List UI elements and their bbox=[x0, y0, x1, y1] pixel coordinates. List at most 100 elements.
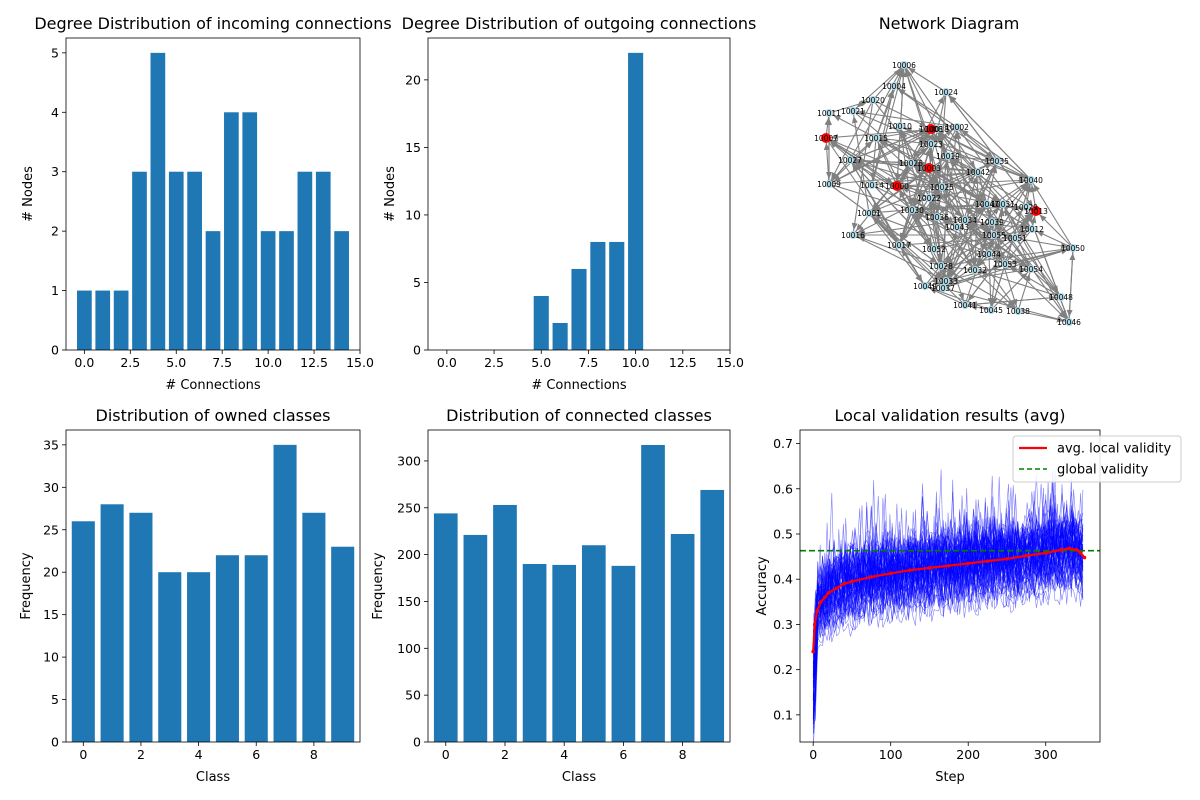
node-label: 10021 bbox=[841, 107, 865, 116]
edge-arrow bbox=[833, 115, 842, 122]
node-10004 bbox=[890, 82, 898, 90]
bar bbox=[77, 290, 92, 350]
node-label: 10041 bbox=[953, 301, 977, 310]
run-line bbox=[813, 521, 1084, 742]
node-10032 bbox=[971, 266, 979, 274]
edge-arrow bbox=[989, 241, 996, 250]
x-tick-label: 4 bbox=[560, 747, 568, 762]
bar bbox=[113, 290, 129, 350]
edge bbox=[825, 128, 938, 139]
edge-arrow bbox=[900, 232, 906, 241]
x-axis-label: Class bbox=[562, 770, 596, 785]
avg-point bbox=[1067, 546, 1071, 551]
node-10006 bbox=[900, 61, 908, 69]
bar bbox=[132, 171, 147, 350]
bar bbox=[611, 565, 636, 742]
avg-point bbox=[815, 609, 819, 613]
node-label: 10029 bbox=[1014, 203, 1038, 212]
node-label: 10038 bbox=[1006, 307, 1030, 316]
y-tick-label: 2 bbox=[51, 224, 59, 239]
node-10001 bbox=[865, 209, 873, 217]
y-tick-label: 0.1 bbox=[773, 707, 793, 722]
bar bbox=[168, 171, 184, 350]
node-10044 bbox=[985, 250, 993, 258]
edge-arrow bbox=[943, 191, 950, 200]
edge-arrow bbox=[920, 147, 928, 155]
edge-arrow bbox=[872, 216, 880, 224]
x-axis-label: Class bbox=[196, 770, 230, 785]
edge-arrow bbox=[945, 257, 953, 264]
node-10036 bbox=[933, 213, 941, 221]
y-tick-label: 3 bbox=[51, 164, 59, 179]
avg-point bbox=[1059, 548, 1064, 552]
edge-arrow bbox=[915, 161, 924, 168]
node-10024 bbox=[942, 88, 950, 96]
edge bbox=[956, 126, 976, 271]
bar bbox=[95, 290, 111, 350]
y-tick-label: 0 bbox=[413, 343, 421, 358]
x-axis-label: # Connections bbox=[531, 378, 627, 393]
bar bbox=[224, 112, 239, 351]
avg-point bbox=[1005, 557, 1009, 561]
bar bbox=[433, 513, 458, 742]
node-10022 bbox=[925, 194, 933, 202]
edge-arrow bbox=[1020, 220, 1028, 227]
bar bbox=[297, 171, 313, 350]
y-tick-label: 25 bbox=[43, 522, 59, 537]
edge-arrow bbox=[978, 258, 986, 267]
node-10046 bbox=[1065, 318, 1073, 326]
x-axis-label: # Connections bbox=[165, 378, 261, 393]
avg-point bbox=[850, 579, 854, 584]
node-10023 bbox=[927, 140, 935, 148]
edge-arrow bbox=[898, 88, 906, 96]
chart-4: 0 2 4 6 8 0 50 100 150 200 250 300 Distribution of c… bbox=[371, 406, 731, 785]
edge-arrow bbox=[851, 222, 858, 231]
y-tick-label: 300 bbox=[397, 453, 421, 468]
edge bbox=[828, 128, 938, 185]
edge-arrow bbox=[961, 129, 969, 137]
chart-title: Local validation results (avg) bbox=[834, 406, 1065, 425]
edge-arrow bbox=[857, 236, 866, 242]
x-tick-label: 6 bbox=[619, 747, 627, 762]
edge bbox=[868, 212, 966, 306]
bar bbox=[71, 521, 95, 742]
edge bbox=[825, 137, 898, 187]
edge bbox=[910, 162, 1006, 265]
node-label: 10016 bbox=[841, 231, 865, 240]
y-tick-label: 1 bbox=[51, 283, 59, 298]
edge bbox=[868, 212, 947, 282]
node-label: 10011 bbox=[817, 109, 841, 118]
node-label: 10014 bbox=[860, 181, 884, 190]
x-tick-label: 8 bbox=[310, 747, 318, 762]
node-label: 10020 bbox=[861, 96, 885, 105]
edge bbox=[852, 234, 942, 267]
edge bbox=[910, 162, 988, 205]
edge bbox=[956, 126, 1032, 181]
y-tick-label: 20 bbox=[43, 565, 59, 580]
edge bbox=[990, 179, 1032, 311]
edge bbox=[875, 137, 1004, 205]
edge bbox=[893, 85, 998, 162]
edge-arrow bbox=[1066, 309, 1073, 318]
edge-arrow bbox=[1029, 184, 1036, 193]
node-label: 10051 bbox=[1003, 234, 1027, 243]
node-label: 10036 bbox=[925, 213, 949, 222]
node-label: 10017 bbox=[887, 241, 911, 250]
edge-arrow bbox=[893, 68, 901, 76]
edge-arrow bbox=[1018, 267, 1027, 274]
chart-title: Distribution of connected classes bbox=[446, 406, 712, 425]
edge-arrow bbox=[937, 133, 944, 142]
edge bbox=[940, 126, 958, 267]
avg-point bbox=[819, 600, 823, 604]
edge-arrow bbox=[908, 67, 916, 75]
y-axis-label: Frequency bbox=[371, 552, 386, 619]
edge-arrow bbox=[880, 140, 888, 147]
edge-arrow bbox=[1006, 302, 1014, 309]
edge bbox=[875, 137, 935, 250]
y-tick-label: 10 bbox=[43, 650, 59, 665]
x-tick-label: 4 bbox=[195, 747, 203, 762]
edge bbox=[942, 203, 988, 289]
x-tick-label: 12.5 bbox=[669, 355, 697, 370]
node-label: 10008 bbox=[919, 125, 943, 134]
edge bbox=[964, 219, 1070, 323]
